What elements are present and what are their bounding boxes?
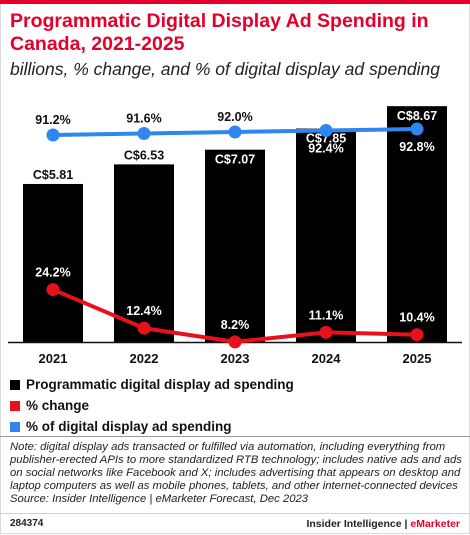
x-tick-label-2022: 2022 (130, 351, 159, 366)
change-label-2023: 8.2% (221, 318, 250, 332)
share-point-2023 (228, 125, 242, 139)
bar-label-2021: C$5.81 (33, 168, 73, 182)
bar-2023 (205, 149, 265, 342)
x-tick-label-2021: 2021 (39, 351, 68, 366)
bar-label-2024: C$7.85 (306, 131, 346, 145)
chart-note: Note: digital display ads transacted or … (10, 441, 462, 506)
bar-label-2023: C$7.07 (215, 153, 255, 167)
legend-item-spending: Programmatic digital display ad spending (10, 374, 460, 395)
legend-swatch-spending (10, 379, 20, 390)
note-text: Note: digital display ads transacted or … (10, 441, 462, 493)
footer-divider (0, 513, 470, 514)
x-tick-label-2023: 2023 (221, 351, 250, 366)
note-divider (0, 436, 470, 437)
chart-plot: C$5.81 C$6.53 C$7.07 C$7.85 C$8.67 2021 2022 20… (8, 106, 462, 366)
share-label-2024: 92.4% (308, 142, 343, 156)
chart-subtitle: billions, % change, and % of digital dis… (10, 59, 441, 79)
legend-label-share: % of digital display ad spending (26, 419, 232, 434)
bar-2025 (387, 106, 447, 343)
bar-2024 (296, 128, 356, 342)
change-label-2024: 11.1% (309, 308, 344, 322)
brand-separator: | (401, 518, 411, 530)
bar-2022 (114, 164, 174, 342)
legend-item-change: % change (10, 395, 460, 416)
change-point-2025 (410, 328, 424, 342)
legend: Programmatic digital display ad spending… (10, 374, 460, 437)
change-point-2024 (319, 325, 333, 339)
share-point-2024 (319, 124, 333, 137)
brand-insider-intelligence: Insider Intelligence (306, 518, 402, 530)
change-point-2023 (228, 335, 242, 349)
share-label-2021: 91.2% (35, 113, 70, 127)
source-text: Source: Insider Intelligence | eMarketer… (10, 493, 309, 506)
legend-item-share: % of digital display ad spending (10, 416, 460, 437)
x-tick-label-2024: 2024 (312, 351, 342, 366)
change-label-2025: 10.4% (399, 311, 434, 325)
change-label-2021: 24.2% (35, 266, 70, 280)
legend-label-change: % change (26, 398, 90, 413)
brand-emarketer: eMarketer (410, 518, 460, 530)
change-point-2021 (46, 283, 60, 297)
change-point-2022 (137, 321, 151, 335)
share-point-2022 (137, 127, 151, 140)
legend-swatch-change (10, 400, 20, 411)
bar-label-2025: C$8.67 (397, 109, 437, 123)
brand-credit: Insider Intelligence | eMarketer (306, 518, 460, 530)
share-label-2025: 92.8% (399, 140, 434, 154)
legend-swatch-share (10, 421, 20, 432)
bar-2021 (23, 183, 83, 342)
bar-label-2022: C$6.53 (124, 148, 164, 162)
x-tick-label-2025: 2025 (403, 351, 432, 366)
change-label-2022: 12.4% (126, 304, 161, 318)
share-label-2023: 92.0% (217, 110, 252, 124)
share-point-2021 (46, 128, 60, 142)
chart-id: 284374 (10, 518, 44, 529)
accent-bar (0, 0, 470, 4)
share-label-2022: 91.6% (126, 112, 161, 126)
chart-title: Programmatic Digital Display Ad Spending… (10, 10, 429, 55)
share-point-2025 (410, 122, 424, 136)
legend-label-spending: Programmatic digital display ad spending (26, 377, 294, 392)
